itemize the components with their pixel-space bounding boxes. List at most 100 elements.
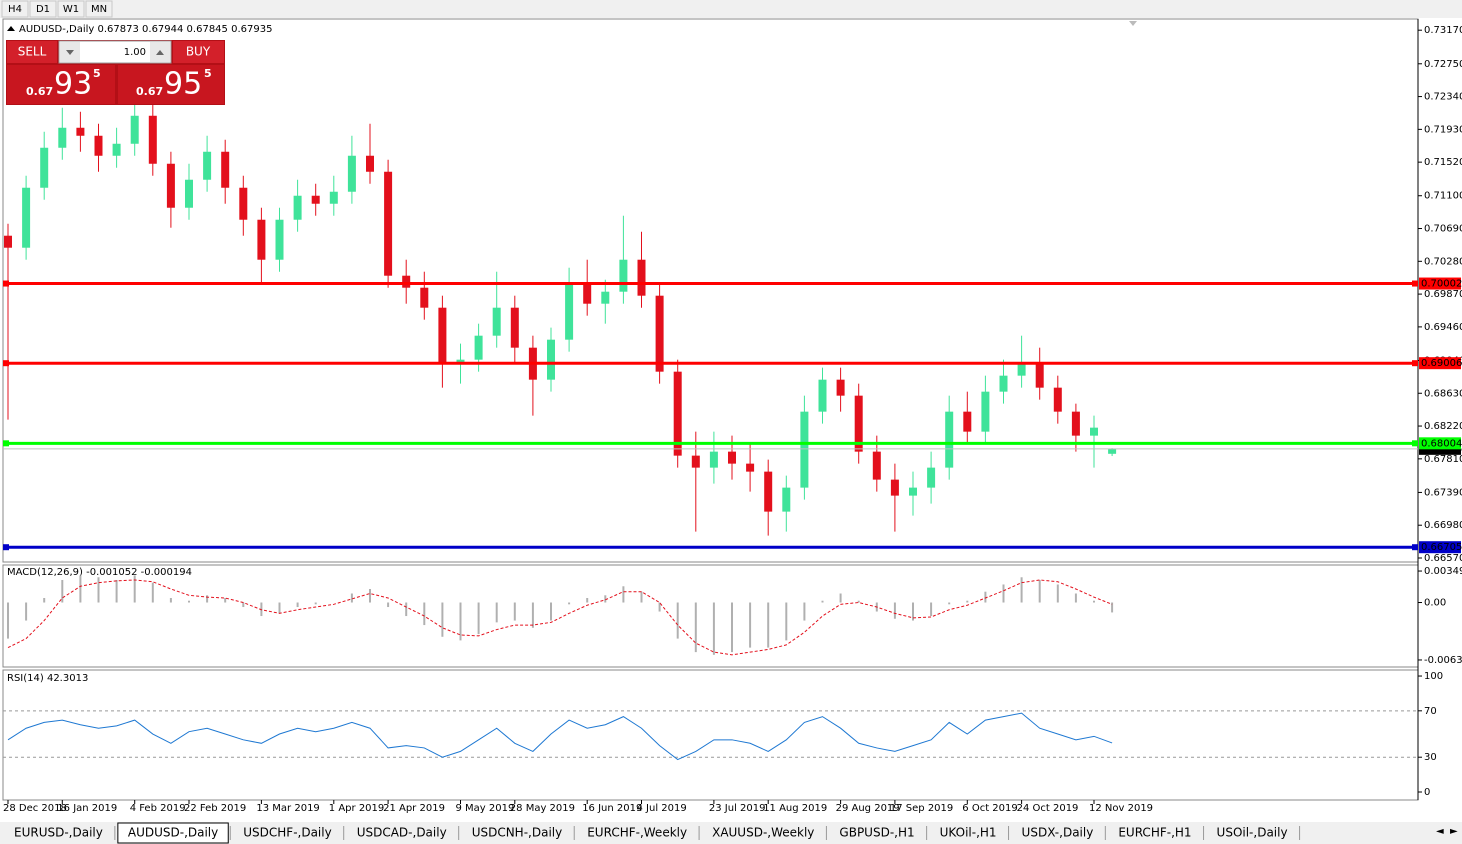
buy-sup: 5 [204,67,212,80]
sell-button[interactable] [7,41,57,63]
level-handle [3,440,9,447]
x-tick-label: 6 Oct 2019 [962,803,1017,814]
sell-price-box[interactable] [7,65,115,104]
candle-body [438,307,447,364]
candle-body [963,411,972,432]
candle-body [691,455,700,468]
timeframe-button[interactable] [29,0,57,18]
tab[interactable] [829,823,925,843]
macd-title: MACD(12,26,9) -0.001052 -0.000194 [7,567,192,578]
sell-label[interactable]: SELL [18,45,47,59]
buy-big: 95 [164,67,202,102]
candle-body [782,487,791,512]
candle-body [130,115,139,144]
x-tick-label: 9 May 2019 [456,803,515,814]
tab-label[interactable]: UKOil-,H1 [940,826,997,840]
candle-body [1108,448,1117,454]
buy-button[interactable] [173,41,224,63]
timeframe-button[interactable] [1,0,29,18]
candle-body [22,187,31,248]
tab-label[interactable]: GBPUSD-,H1 [839,826,914,840]
candle-body [420,287,429,308]
tab[interactable] [1011,823,1104,843]
tab-label[interactable]: EURUSD-,Daily [14,826,103,840]
tab[interactable] [4,823,113,843]
candle-body [764,471,773,512]
tab-label[interactable]: USDCAD-,Daily [357,826,447,840]
tab[interactable] [702,823,825,843]
x-tick-label: 1 Apr 2019 [329,803,384,814]
lot-field[interactable] [58,40,172,64]
level-label: 0.70002 [1421,279,1462,290]
x-tick-label: 16 Jun 2019 [582,803,642,814]
candle-body [347,155,356,192]
candle-body [275,219,284,260]
tab[interactable] [1206,823,1298,843]
candle-body [239,187,248,220]
x-tick-label: 4 Jul 2019 [637,803,687,814]
y-tick-label: 0.71100 [1424,191,1462,202]
tab[interactable] [577,823,698,843]
candle-body [890,479,899,496]
lot-value[interactable]: 1.00 [124,47,146,58]
tab[interactable] [117,822,229,844]
tab-label[interactable]: USDCNH-,Daily [472,826,563,840]
y-tick-label: 100 [1424,671,1443,682]
tab-label[interactable]: USDCHF-,Daily [243,826,331,840]
tab[interactable] [346,823,457,843]
tab-label[interactable]: USDX-,Daily [1022,826,1094,840]
sell-prefix: 0.67 [26,85,53,98]
tab[interactable] [929,823,1007,843]
x-tick-label: 4 Feb 2019 [130,803,186,814]
tab-label[interactable]: EURCHF-,Weekly [587,826,687,840]
candle-body [402,275,411,288]
tab[interactable] [461,823,573,843]
candle-body [836,379,845,396]
y-tick-label: 0.72340 [1424,92,1462,103]
timeframe-label[interactable]: W1 [63,4,79,15]
scroll-right[interactable]: ► [1450,826,1458,837]
y-tick-label: 0.73170 [1424,25,1462,36]
scroll-left[interactable]: ◄ [1436,826,1444,837]
buy-price-box[interactable] [118,65,224,104]
level-handle [1412,280,1418,287]
timeframe-label[interactable]: H4 [8,4,22,15]
candle-body [1053,387,1062,412]
y-tick-label: 30 [1424,752,1437,763]
timeframe-button[interactable] [57,0,85,18]
candle-body [1090,427,1098,436]
y-tick-label: 0.68220 [1424,421,1462,432]
tab[interactable] [233,823,342,843]
candle-body [583,283,592,304]
candle-body [1035,363,1044,388]
y-tick-label: 0.66570 [1424,553,1462,564]
x-tick-label: 12 Nov 2019 [1089,803,1153,814]
tab-label[interactable]: XAUUSD-,Weekly [712,826,814,840]
candle-body [981,391,990,432]
tab-label[interactable]: USOil-,Daily [1217,826,1288,840]
sell-big: 93 [54,67,92,102]
candle-body [800,411,809,488]
candle-body [673,371,682,456]
x-tick-label: 21 Apr 2019 [383,803,445,814]
candle-body [58,127,67,148]
buy-label[interactable]: BUY [186,45,211,59]
timeframe-label[interactable]: D1 [36,4,50,15]
tab[interactable] [1108,823,1202,843]
candle-body [854,395,863,452]
current-price-label: 0.67935 [1421,444,1462,455]
y-tick-label: 0.70280 [1424,256,1462,267]
level-label: 0.66705 [1421,542,1462,553]
y-tick-label: 70 [1424,706,1437,717]
tab-label[interactable]: AUDUSD-,Daily [128,826,218,840]
level-handle [1412,544,1418,551]
tab-label[interactable]: EURCHF-,H1 [1118,826,1191,840]
candle-body [601,291,610,304]
collapse-icon [7,26,15,31]
y-tick-label: 0.71930 [1424,124,1462,135]
timeframe-button[interactable] [85,0,113,18]
timeframe-label[interactable]: MN [91,4,107,15]
buy-prefix: 0.67 [136,85,163,98]
